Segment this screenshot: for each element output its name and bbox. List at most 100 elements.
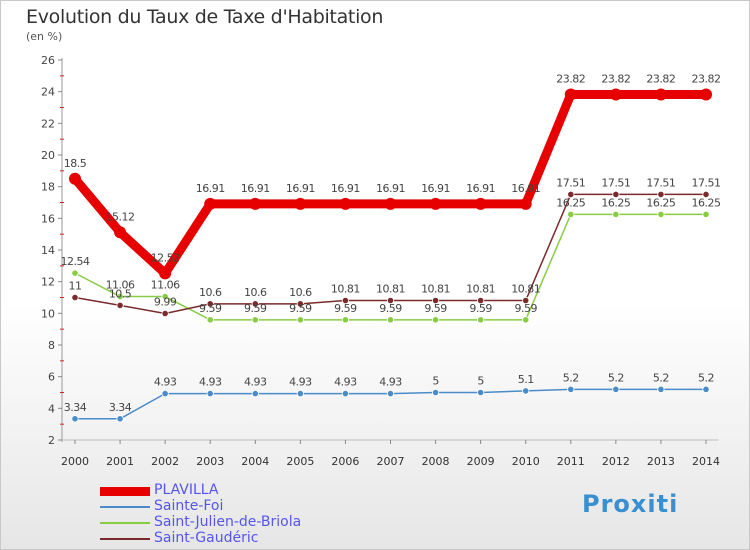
point-plavilla	[114, 226, 127, 239]
point-saint-julien-de-briola	[341, 316, 350, 324]
point-plavilla	[384, 197, 397, 210]
data-label-plavilla: 16.91	[196, 182, 225, 195]
data-label-saint-julien-de-briola: 11.06	[106, 279, 135, 292]
legend-item-sainte-foi[interactable]: Sainte-Foi	[100, 498, 360, 515]
data-label-plavilla: 16.91	[286, 182, 315, 195]
data-label-plavilla: 18.5	[64, 157, 87, 170]
x-tick-label: 2009	[467, 455, 495, 468]
data-label-sainte-foi: 5.2	[608, 371, 624, 384]
point-sainte-foi	[71, 415, 79, 423]
data-label-saint-gauderic: 10.81	[511, 283, 540, 296]
data-label-saint-julien-de-briola: 16.25	[646, 196, 675, 209]
point-saint-julien-de-briola	[206, 316, 214, 324]
data-label-saint-julien-de-briola: 9.59	[289, 302, 312, 315]
data-label-saint-gauderic: 17.51	[692, 176, 721, 189]
y-tick-label: 26	[41, 54, 55, 67]
legend-item-saint-gauderic[interactable]: Saint-Gaudéric	[100, 530, 360, 547]
chart-title: Evolution du Taux de Taxe d'Habitation	[26, 6, 384, 28]
data-label-saint-julien-de-briola: 9.59	[334, 302, 357, 315]
point-saint-julien-de-briola	[522, 316, 530, 324]
point-plavilla	[339, 197, 352, 210]
x-tick-label: 2005	[286, 455, 314, 468]
data-label-sainte-foi: 5	[477, 375, 484, 388]
point-saint-julien-de-briola	[386, 316, 395, 324]
data-label-saint-julien-de-briola: 9.59	[379, 302, 402, 315]
data-label-plavilla: 16.91	[421, 182, 450, 195]
point-saint-julien-de-briola	[71, 269, 79, 277]
point-plavilla	[564, 88, 577, 101]
y-tick-label: 8	[48, 339, 55, 352]
data-label-saint-gauderic: 17.51	[646, 176, 675, 189]
legend-label-sainte-foi: Sainte-Foi	[154, 498, 224, 514]
data-label-saint-julien-de-briola: 9.59	[514, 302, 537, 315]
point-sainte-foi	[477, 388, 485, 397]
y-tick-label: 24	[41, 86, 55, 99]
data-label-sainte-foi: 5.2	[653, 371, 669, 384]
data-label-plavilla: 16.91	[511, 182, 540, 195]
point-saint-gauderic	[702, 190, 710, 199]
point-saint-julien-de-briola	[477, 316, 485, 324]
legend: PLAVILLA Sainte-Foi Saint-Julien-de-Brio…	[100, 482, 360, 547]
point-saint-julien-de-briola	[702, 210, 710, 218]
chart-subtitle: (en %)	[26, 30, 63, 43]
y-tick-label: 16	[41, 212, 55, 225]
y-tick-label: 20	[41, 149, 55, 162]
data-label-saint-gauderic: 10.5	[109, 287, 132, 300]
data-label-plavilla: 16.91	[466, 182, 495, 195]
x-tick-label: 2008	[422, 455, 450, 468]
data-label-saint-gauderic: 11	[69, 280, 82, 293]
point-plavilla	[204, 197, 217, 210]
point-sainte-foi	[251, 390, 259, 398]
data-label-saint-gauderic: 10.6	[199, 286, 222, 299]
x-tick-label: 2011	[557, 455, 585, 468]
data-label-sainte-foi: 3.34	[109, 401, 132, 414]
x-tick-label: 2006	[331, 455, 359, 468]
legend-item-saint-julien-de-briola[interactable]: Saint-Julien-de-Briola	[100, 514, 360, 531]
legend-label-saint-julien-de-briola: Saint-Julien-de-Briola	[154, 514, 302, 530]
series-lines	[69, 88, 712, 423]
x-tick-label: 2004	[241, 455, 269, 468]
legend-item-plavilla[interactable]: PLAVILLA	[100, 482, 360, 499]
data-label-saint-gauderic: 10.6	[244, 286, 267, 299]
x-tick-label: 2001	[106, 455, 134, 468]
data-label-saint-gauderic: 10.81	[376, 283, 405, 296]
point-saint-gauderic	[341, 296, 350, 305]
y-tick-label: 2	[48, 434, 55, 447]
data-label-plavilla: 16.91	[241, 182, 270, 195]
data-label-sainte-foi: 4.93	[379, 376, 402, 389]
point-saint-gauderic	[251, 300, 259, 308]
data-label-sainte-foi: 5.2	[563, 371, 579, 384]
point-sainte-foi	[341, 390, 350, 398]
point-saint-gauderic	[657, 190, 665, 199]
point-plavilla	[294, 197, 307, 210]
data-label-saint-julien-de-briola: 16.25	[692, 196, 721, 209]
legend-label-saint-gauderic: Saint-Gaudéric	[154, 530, 259, 546]
point-saint-julien-de-briola	[116, 292, 124, 301]
point-plavilla	[654, 88, 667, 101]
data-label-saint-julien-de-briola: 12.54	[61, 255, 90, 268]
data-label-saint-gauderic: 10.81	[466, 283, 495, 296]
legend-swatch-sainte-foi	[100, 506, 150, 508]
point-sainte-foi	[612, 385, 620, 393]
data-label-saint-julien-de-briola: 11.06	[151, 279, 180, 292]
point-sainte-foi	[657, 385, 665, 393]
data-label-saint-gauderic: 10.81	[421, 283, 450, 296]
point-saint-julien-de-briola	[657, 210, 665, 218]
legend-swatch-plavilla	[100, 487, 150, 496]
point-saint-julien-de-briola	[567, 210, 575, 218]
data-label-sainte-foi: 4.93	[289, 376, 312, 389]
x-tick-label: 2007	[377, 455, 405, 468]
point-saint-gauderic	[612, 190, 620, 199]
data-label-saint-julien-de-briola: 16.25	[556, 196, 585, 209]
x-tick-label: 2010	[512, 455, 540, 468]
data-label-sainte-foi: 4.93	[199, 376, 222, 389]
data-label-saint-gauderic: 9.99	[154, 295, 177, 308]
point-plavilla	[609, 88, 622, 101]
point-saint-gauderic	[567, 190, 575, 199]
point-sainte-foi	[567, 385, 575, 393]
point-saint-julien-de-briola	[161, 292, 169, 301]
x-tick-label: 2013	[647, 455, 675, 468]
point-sainte-foi	[161, 390, 169, 398]
